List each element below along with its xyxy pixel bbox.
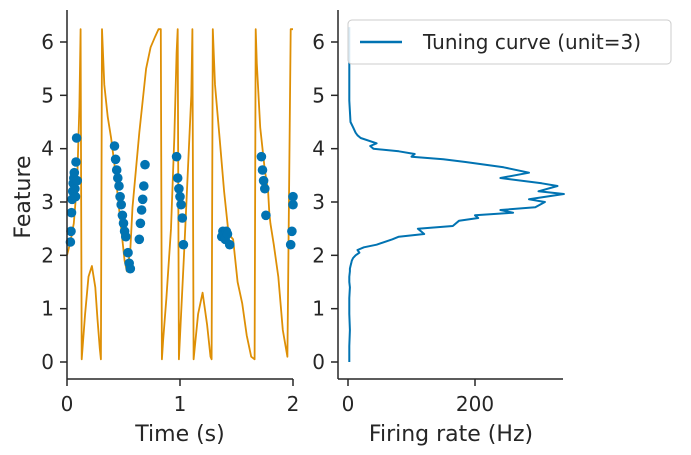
spike-point (109, 141, 120, 151)
spike-point (172, 173, 183, 183)
spike-point (288, 199, 298, 210)
spike-point (136, 205, 147, 215)
spike-point (257, 165, 268, 175)
right-y-ticks: 0 1 2 3 4 5 6 (312, 30, 338, 374)
feature-vs-time-panel: 0 1 2 0 1 2 3 4 5 6 Time (s) Feature (11, 10, 299, 447)
left-x-tick-label: 1 (174, 392, 187, 416)
feature-trace-line (66, 28, 293, 361)
spike-point (123, 247, 133, 258)
spike-point (137, 194, 148, 205)
spike-point (116, 199, 126, 210)
spike-point (69, 167, 80, 178)
legend-frame (347, 19, 672, 65)
right-x-tick-label: 0 (342, 392, 355, 416)
spike-point (140, 159, 150, 170)
spike-point (135, 218, 146, 229)
left-x-axis-label: Time (s) (134, 422, 224, 447)
spike-point (71, 133, 82, 143)
spike-point (113, 173, 123, 183)
right-y-tick-label: 4 (312, 137, 325, 161)
spike-point (258, 175, 269, 186)
left-x-ticks: 0 1 2 (61, 379, 300, 416)
spike-point (175, 191, 185, 202)
spike-point (110, 154, 121, 165)
spike-point (261, 210, 271, 221)
left-y-axis-label: Feature (11, 155, 36, 238)
right-y-tick-label: 5 (312, 83, 325, 107)
left-x-tick-label: 2 (287, 392, 300, 416)
spike-point (66, 207, 77, 218)
left-plot-area (65, 28, 298, 361)
spike-point (70, 191, 81, 202)
right-y-tick-label: 3 (312, 190, 325, 214)
spike-point (288, 191, 298, 202)
spike-point (177, 213, 188, 223)
spike-point (134, 234, 145, 245)
left-x-tick-label: 0 (61, 392, 74, 416)
spike-point (117, 210, 128, 221)
left-y-tick-label: 0 (41, 350, 54, 374)
spike-point (121, 231, 131, 242)
right-y-tick-label: 6 (312, 30, 325, 54)
spike-point (176, 199, 186, 210)
right-x-tick-label: 200 (456, 392, 494, 416)
spike-point (285, 239, 296, 250)
legend: Tuning curve (unit=3) (347, 19, 672, 65)
left-y-tick-label: 6 (41, 30, 54, 54)
spike-point (139, 181, 149, 191)
spike-point (72, 175, 82, 186)
right-y-tick-label: 0 (312, 350, 325, 374)
spike-point (70, 183, 80, 194)
right-y-tick-label: 2 (312, 243, 325, 267)
spike-point (256, 151, 267, 162)
spike-point (178, 239, 189, 250)
spike-point (171, 151, 182, 162)
right-plot-area (348, 27, 565, 362)
left-y-tick-label: 4 (41, 137, 54, 161)
legend-label: Tuning curve (unit=3) (422, 30, 641, 54)
right-x-ticks: 0 200 (342, 379, 494, 416)
spike-point (222, 229, 233, 239)
left-y-tick-label: 2 (41, 243, 54, 267)
spike-point (174, 183, 184, 194)
right-x-axis-label: Firing rate (Hz) (369, 422, 533, 447)
tuning-curve-line (348, 27, 565, 362)
right-y-tick-label: 1 (312, 297, 325, 321)
spike-point (66, 226, 76, 237)
spike-point (260, 183, 270, 194)
left-y-tick-label: 1 (41, 297, 54, 321)
spike-point (71, 157, 81, 167)
tuning-curve-panel: 0 200 0 1 2 3 4 5 6 Firing rate (Hz) Tuning cur… (312, 10, 672, 447)
left-y-tick-label: 5 (41, 83, 54, 107)
spike-point (287, 226, 297, 237)
spike-point (114, 181, 124, 191)
left-y-tick-label: 3 (41, 190, 54, 214)
spike-point (111, 165, 122, 175)
spike-point (115, 191, 125, 202)
left-y-ticks: 0 1 2 3 4 5 6 (41, 30, 67, 374)
spike-point (118, 218, 129, 229)
spike-point (125, 263, 136, 274)
spike-point (65, 237, 76, 247)
spike-point (224, 239, 235, 250)
